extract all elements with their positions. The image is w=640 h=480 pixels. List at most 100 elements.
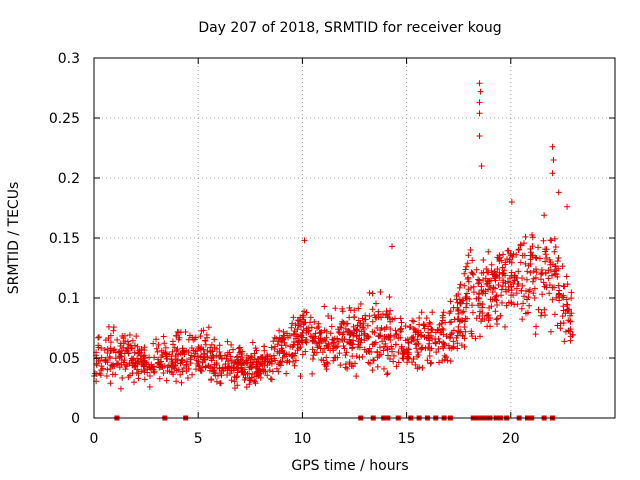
data-point [367,360,374,367]
data-point [323,354,330,361]
data-point [469,270,476,277]
data-point [382,340,389,347]
data-point [546,290,553,297]
data-point [305,328,312,335]
data-point [154,348,161,355]
data-point [463,295,470,302]
x-tick-label: 20 [502,431,520,447]
data-point [359,324,366,331]
data-point [455,306,462,313]
data-point [483,312,490,319]
data-point [110,324,117,331]
data-point [208,376,215,383]
data-point [560,303,567,310]
data-point [294,341,301,348]
data-point [378,314,385,321]
data-point [111,346,118,353]
data-point [476,80,483,87]
data-point [141,347,148,354]
data-point [264,362,271,369]
data-point [151,354,158,361]
data-point [182,329,189,336]
data-point [309,355,316,362]
data-point [568,295,575,302]
data-point [476,133,483,139]
data-point [438,320,445,327]
data-point [426,332,433,339]
data-point [269,368,276,375]
data-point [508,292,515,299]
data-point [484,312,491,319]
data-point [146,383,153,390]
data-point [213,345,220,352]
data-point [433,349,440,356]
data-point [542,248,549,255]
data-point [495,281,502,288]
data-point [131,379,138,386]
data-point [556,287,563,294]
data-point [340,319,347,326]
data-point [275,368,282,375]
data-point [239,348,246,355]
data-point [443,333,450,340]
data-point [131,362,138,369]
data-point [280,328,287,335]
data-point [562,328,569,335]
data-point [421,325,428,332]
data-point [172,352,179,359]
data-point [467,247,474,254]
data-point [276,334,283,341]
data-point [547,328,554,335]
data-point [346,328,353,335]
data-point [478,163,485,169]
data-point [286,332,293,339]
data-point [469,333,476,340]
data-point [291,328,298,335]
data-point [506,256,513,263]
data-point [374,354,381,361]
data-point [370,357,377,364]
data-point [202,341,209,348]
y-tick-label: 0.25 [49,111,80,127]
data-point [162,351,169,358]
data-point [233,374,240,381]
data-point [398,343,405,350]
data-point [388,343,395,350]
data-point [454,299,461,306]
data-point [493,292,500,299]
data-point [397,315,404,322]
data-point [277,362,284,369]
data-point [461,282,468,289]
data-point [248,374,255,381]
data-point [435,345,442,352]
data-point [361,346,368,353]
data-point [314,325,321,332]
data-point [319,349,326,356]
data-point [397,327,404,334]
data-point [366,289,373,296]
data-point [444,357,451,364]
data-point [426,319,433,326]
data-point [494,320,501,327]
x-tick-label: 0 [90,431,99,447]
data-point [480,276,487,283]
data-point [216,353,223,360]
data-point [115,360,122,367]
data-point [315,320,322,327]
data-point [236,349,243,356]
data-point [286,358,293,365]
data-point [173,378,180,385]
data-point [156,364,163,371]
data-point [328,315,335,322]
data-point [387,307,394,314]
data-point [107,348,114,355]
data-point [542,258,549,265]
data-point [231,378,238,385]
data-point [204,347,211,354]
data-point [535,244,542,251]
data-point [107,355,114,362]
data-point [369,318,376,325]
data-point [233,354,240,361]
data-point [376,344,383,351]
data-point [290,314,297,321]
